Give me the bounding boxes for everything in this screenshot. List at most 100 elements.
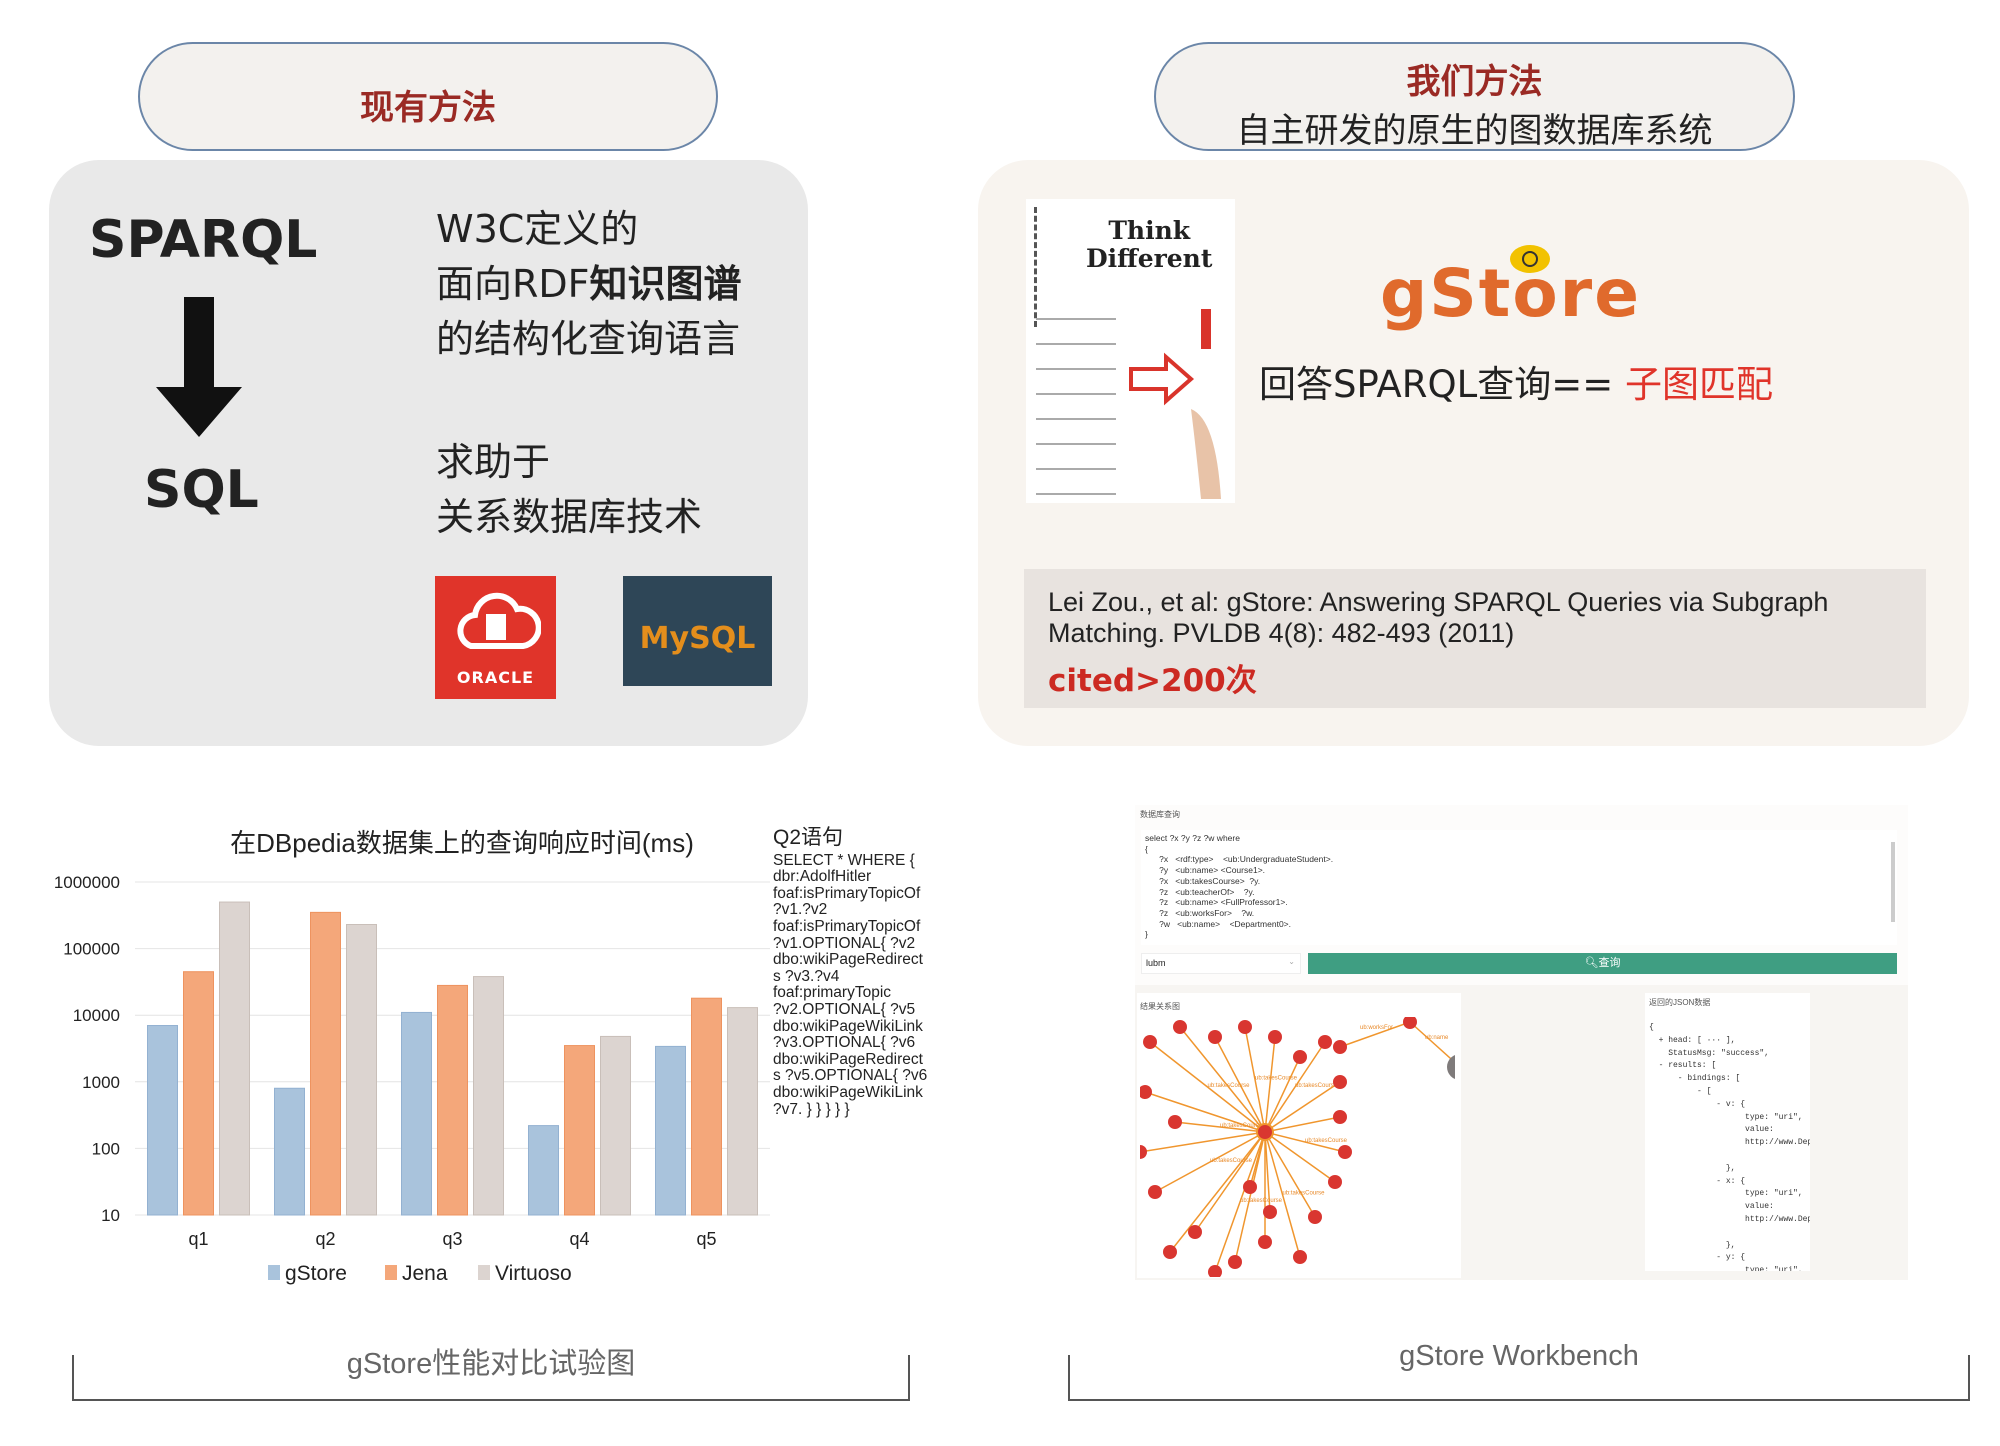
x-tick-label: q3: [442, 1229, 462, 1249]
edge-label: ub:takesCourse: [1255, 1076, 1298, 1082]
q2-line: SELECT * WHERE {: [773, 851, 915, 869]
relational-db-text: 求助于 关系数据库技术: [436, 440, 703, 539]
subgraph-matching-claim: 回答SPARQL查询== 子图匹配: [1259, 363, 1773, 406]
edge-label: ub:name: [1425, 1035, 1449, 1041]
q2-line: ?v7. } } } } }: [773, 1100, 850, 1118]
graph-edge: [1214, 1131, 1266, 1273]
query-button[interactable]: 🔍︎查询: [1308, 953, 1897, 974]
graph-node[interactable]: [1308, 1210, 1322, 1224]
graph-node[interactable]: [1243, 1180, 1257, 1194]
bar-gstore-q4: [528, 1125, 559, 1216]
q2-line: dbo:wikiPageWikiLink: [773, 1083, 923, 1101]
graph-node[interactable]: [1447, 1054, 1455, 1080]
graph-edge: [1140, 1131, 1266, 1153]
result-graph[interactable]: ub:takesCourseub:takesCourseub:takesCour…: [1140, 1017, 1455, 1277]
q2-line: dbo:wikiPageRedirect: [773, 1050, 923, 1068]
graph-edge: [1339, 1021, 1411, 1048]
left-caption: gStore性能对比试验图: [346, 1348, 636, 1380]
graph-edge: [1264, 1116, 1341, 1133]
y-tick-label: 100: [92, 1139, 120, 1158]
graph-edge: [1194, 1131, 1266, 1233]
edge-label: ub:takesCourse: [1220, 1123, 1263, 1129]
graph-node[interactable]: [1140, 1085, 1152, 1099]
query-editor[interactable]: select ?x ?y ?z ?w where { ?x <rdf:type>…: [1141, 830, 1897, 945]
y-tick-label: 1000: [82, 1073, 120, 1092]
graph-edge: [1144, 1091, 1266, 1133]
graph-edge: [1264, 1131, 1301, 1258]
y-tick-label: 100000: [63, 940, 120, 959]
q2-line: foaf:primaryTopic: [773, 984, 892, 1002]
graph-node[interactable]: [1238, 1020, 1252, 1034]
graph-node[interactable]: [1318, 1035, 1332, 1049]
database-select[interactable]: lubm ⌄: [1141, 953, 1301, 974]
gstore-logo: gStore: [1380, 237, 1641, 332]
edge-label: ub:takesCourse: [1240, 1198, 1283, 1204]
existing-method-pill: 现有方法: [138, 42, 718, 151]
graph-node[interactable]: [1173, 1020, 1187, 1034]
graph-node[interactable]: [1268, 1030, 1282, 1044]
y-tick-label: 10000: [73, 1006, 120, 1025]
graph-edge: [1409, 1021, 1455, 1064]
q2-line: dbo:wikiPageWikiLink: [773, 1017, 923, 1035]
graph-node[interactable]: [1258, 1235, 1272, 1249]
graph-node[interactable]: [1208, 1265, 1222, 1277]
legend-swatch: [385, 1265, 397, 1280]
graph-edge: [1249, 1131, 1266, 1188]
graph-node[interactable]: [1328, 1175, 1342, 1189]
graph-node[interactable]: [1140, 1145, 1147, 1159]
bar-jena-q5: [691, 997, 722, 1216]
search-icon: 🔍︎: [1584, 957, 1599, 969]
our-method-pill: 我们方法 自主研发的原生的图数据库系统: [1154, 42, 1795, 151]
graph-center-node[interactable]: [1256, 1123, 1274, 1141]
q2-line: foaf:isPrimaryTopicOf: [773, 917, 921, 935]
q2-line: foaf:isPrimaryTopicOf: [773, 884, 921, 902]
graph-edge: [1264, 1041, 1326, 1133]
graph-edge: [1244, 1026, 1266, 1133]
bar-virtuoso-q5: [727, 1007, 758, 1216]
graph-node[interactable]: [1293, 1050, 1307, 1064]
graph-node[interactable]: [1333, 1110, 1347, 1124]
bar-gstore-q1: [147, 1025, 178, 1216]
graph-node[interactable]: [1148, 1185, 1162, 1199]
graph-node[interactable]: [1208, 1030, 1222, 1044]
graph-edge: [1264, 1131, 1336, 1183]
left-caption-bracket: [72, 1355, 910, 1401]
bar-jena-q2: [310, 911, 341, 1216]
graph-node[interactable]: [1293, 1250, 1307, 1264]
arrow-down-icon: [156, 297, 242, 437]
edge-label: ub:takesCourse: [1295, 1083, 1338, 1089]
graph-node[interactable]: [1168, 1115, 1182, 1129]
bar-virtuoso-q1: [219, 901, 250, 1216]
right-caption-bracket: [1068, 1355, 1970, 1401]
q2-query: Q2语句 SELECT * WHERE {dbr:AdolfHitler foaf…: [773, 827, 943, 1118]
q2-line: s ?v5.OPTIONAL{ ?v6: [773, 1067, 928, 1085]
q2-line: s ?v3.?v4: [773, 967, 840, 985]
graph-node[interactable]: [1143, 1035, 1157, 1049]
bar-jena-q1: [183, 971, 214, 1216]
graph-node[interactable]: [1188, 1225, 1202, 1239]
graph-section-label: 结果关系图: [1140, 1002, 1180, 1011]
chart-title: 在DBpedia数据集上的查询响应时间(ms): [230, 828, 694, 858]
bar-virtuoso-q4: [600, 1035, 631, 1216]
graph-node[interactable]: [1333, 1040, 1347, 1054]
arrows-graphic: [1036, 309, 1221, 499]
graph-edge: [1264, 1056, 1301, 1133]
graph-node[interactable]: [1163, 1245, 1177, 1259]
graph-edge: [1264, 1036, 1276, 1133]
graph-node[interactable]: [1403, 1017, 1417, 1029]
legend-swatch: [478, 1265, 490, 1280]
graph-node[interactable]: [1228, 1255, 1242, 1269]
q2-line: dbo:wikiPageRedirect: [773, 951, 923, 969]
graph-node[interactable]: [1263, 1205, 1277, 1219]
edge-label: ub:takesCourse: [1208, 1083, 1251, 1089]
y-tick-label: 1000000: [54, 873, 120, 892]
oracle-logo: ORACLE: [435, 576, 556, 699]
sparql-description: W3C定义的 面向RDF知识图谱 的结构化查询语言: [436, 207, 742, 361]
editor-scrollbar[interactable]: [1891, 842, 1895, 922]
bee-icon: [1510, 245, 1550, 273]
graph-edge: [1214, 1036, 1266, 1133]
mysql-logo: MySQL: [623, 576, 772, 686]
graph-node[interactable]: [1338, 1145, 1352, 1159]
query-section-label: 数据库查询: [1140, 810, 1180, 819]
graph-node[interactable]: [1333, 1075, 1347, 1089]
